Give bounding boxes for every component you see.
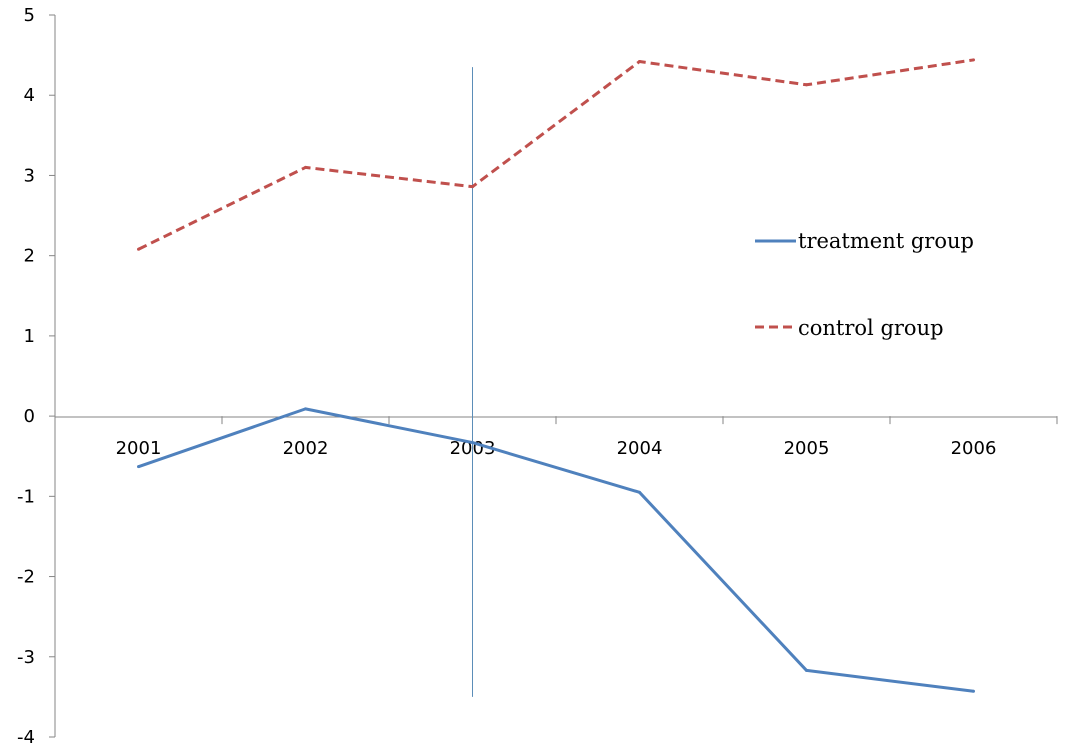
- data-point-control: [805, 83, 808, 87]
- data-point-treatment: [638, 490, 641, 494]
- x-tick-label: 2006: [951, 438, 997, 459]
- data-point-treatment: [972, 689, 975, 693]
- legend-label-treatment: treatment group: [798, 229, 974, 253]
- x-tick-label: 2004: [617, 438, 663, 459]
- axes: [54, 15, 1057, 737]
- data-point-control: [638, 60, 641, 64]
- data-point-treatment: [137, 465, 140, 469]
- y-ticks: 5 4 3 2 1 0 -1 -2 -3 -4: [17, 5, 55, 748]
- legend-label-control: control group: [798, 316, 944, 340]
- legend-item-treatment: treatment group: [755, 229, 974, 253]
- data-point-control: [137, 247, 140, 251]
- data-point-treatment: [805, 668, 808, 672]
- data-point-treatment: [304, 407, 307, 411]
- x-ticks: 2001 2002 2003 2004 2005 2006: [54, 416, 1058, 459]
- series-line-treatment: [138, 407, 974, 693]
- series-layer: [137, 58, 975, 693]
- y-tick-label: -1: [17, 486, 35, 507]
- y-tick-label: 1: [24, 326, 35, 347]
- y-tick-label: -4: [17, 727, 35, 748]
- legend-item-control: control group: [755, 316, 944, 340]
- y-tick-label: 3: [24, 165, 35, 186]
- series-line-control: [137, 58, 974, 251]
- y-tick-label: 2: [24, 246, 35, 267]
- legend: treatment group control group: [755, 229, 974, 340]
- y-tick-label: 0: [24, 406, 35, 427]
- x-tick-label: 2001: [116, 438, 162, 459]
- data-point-control: [304, 165, 307, 169]
- y-tick-label: -3: [17, 647, 35, 668]
- y-tick-label: 4: [24, 85, 35, 106]
- data-point-control: [471, 185, 474, 189]
- y-tick-label: -2: [17, 567, 35, 588]
- x-tick-label: 2002: [283, 438, 329, 459]
- y-tick-label: 5: [24, 5, 35, 26]
- x-tick-label: 2005: [784, 438, 830, 459]
- data-point-treatment: [471, 441, 474, 445]
- data-point-control: [972, 58, 975, 62]
